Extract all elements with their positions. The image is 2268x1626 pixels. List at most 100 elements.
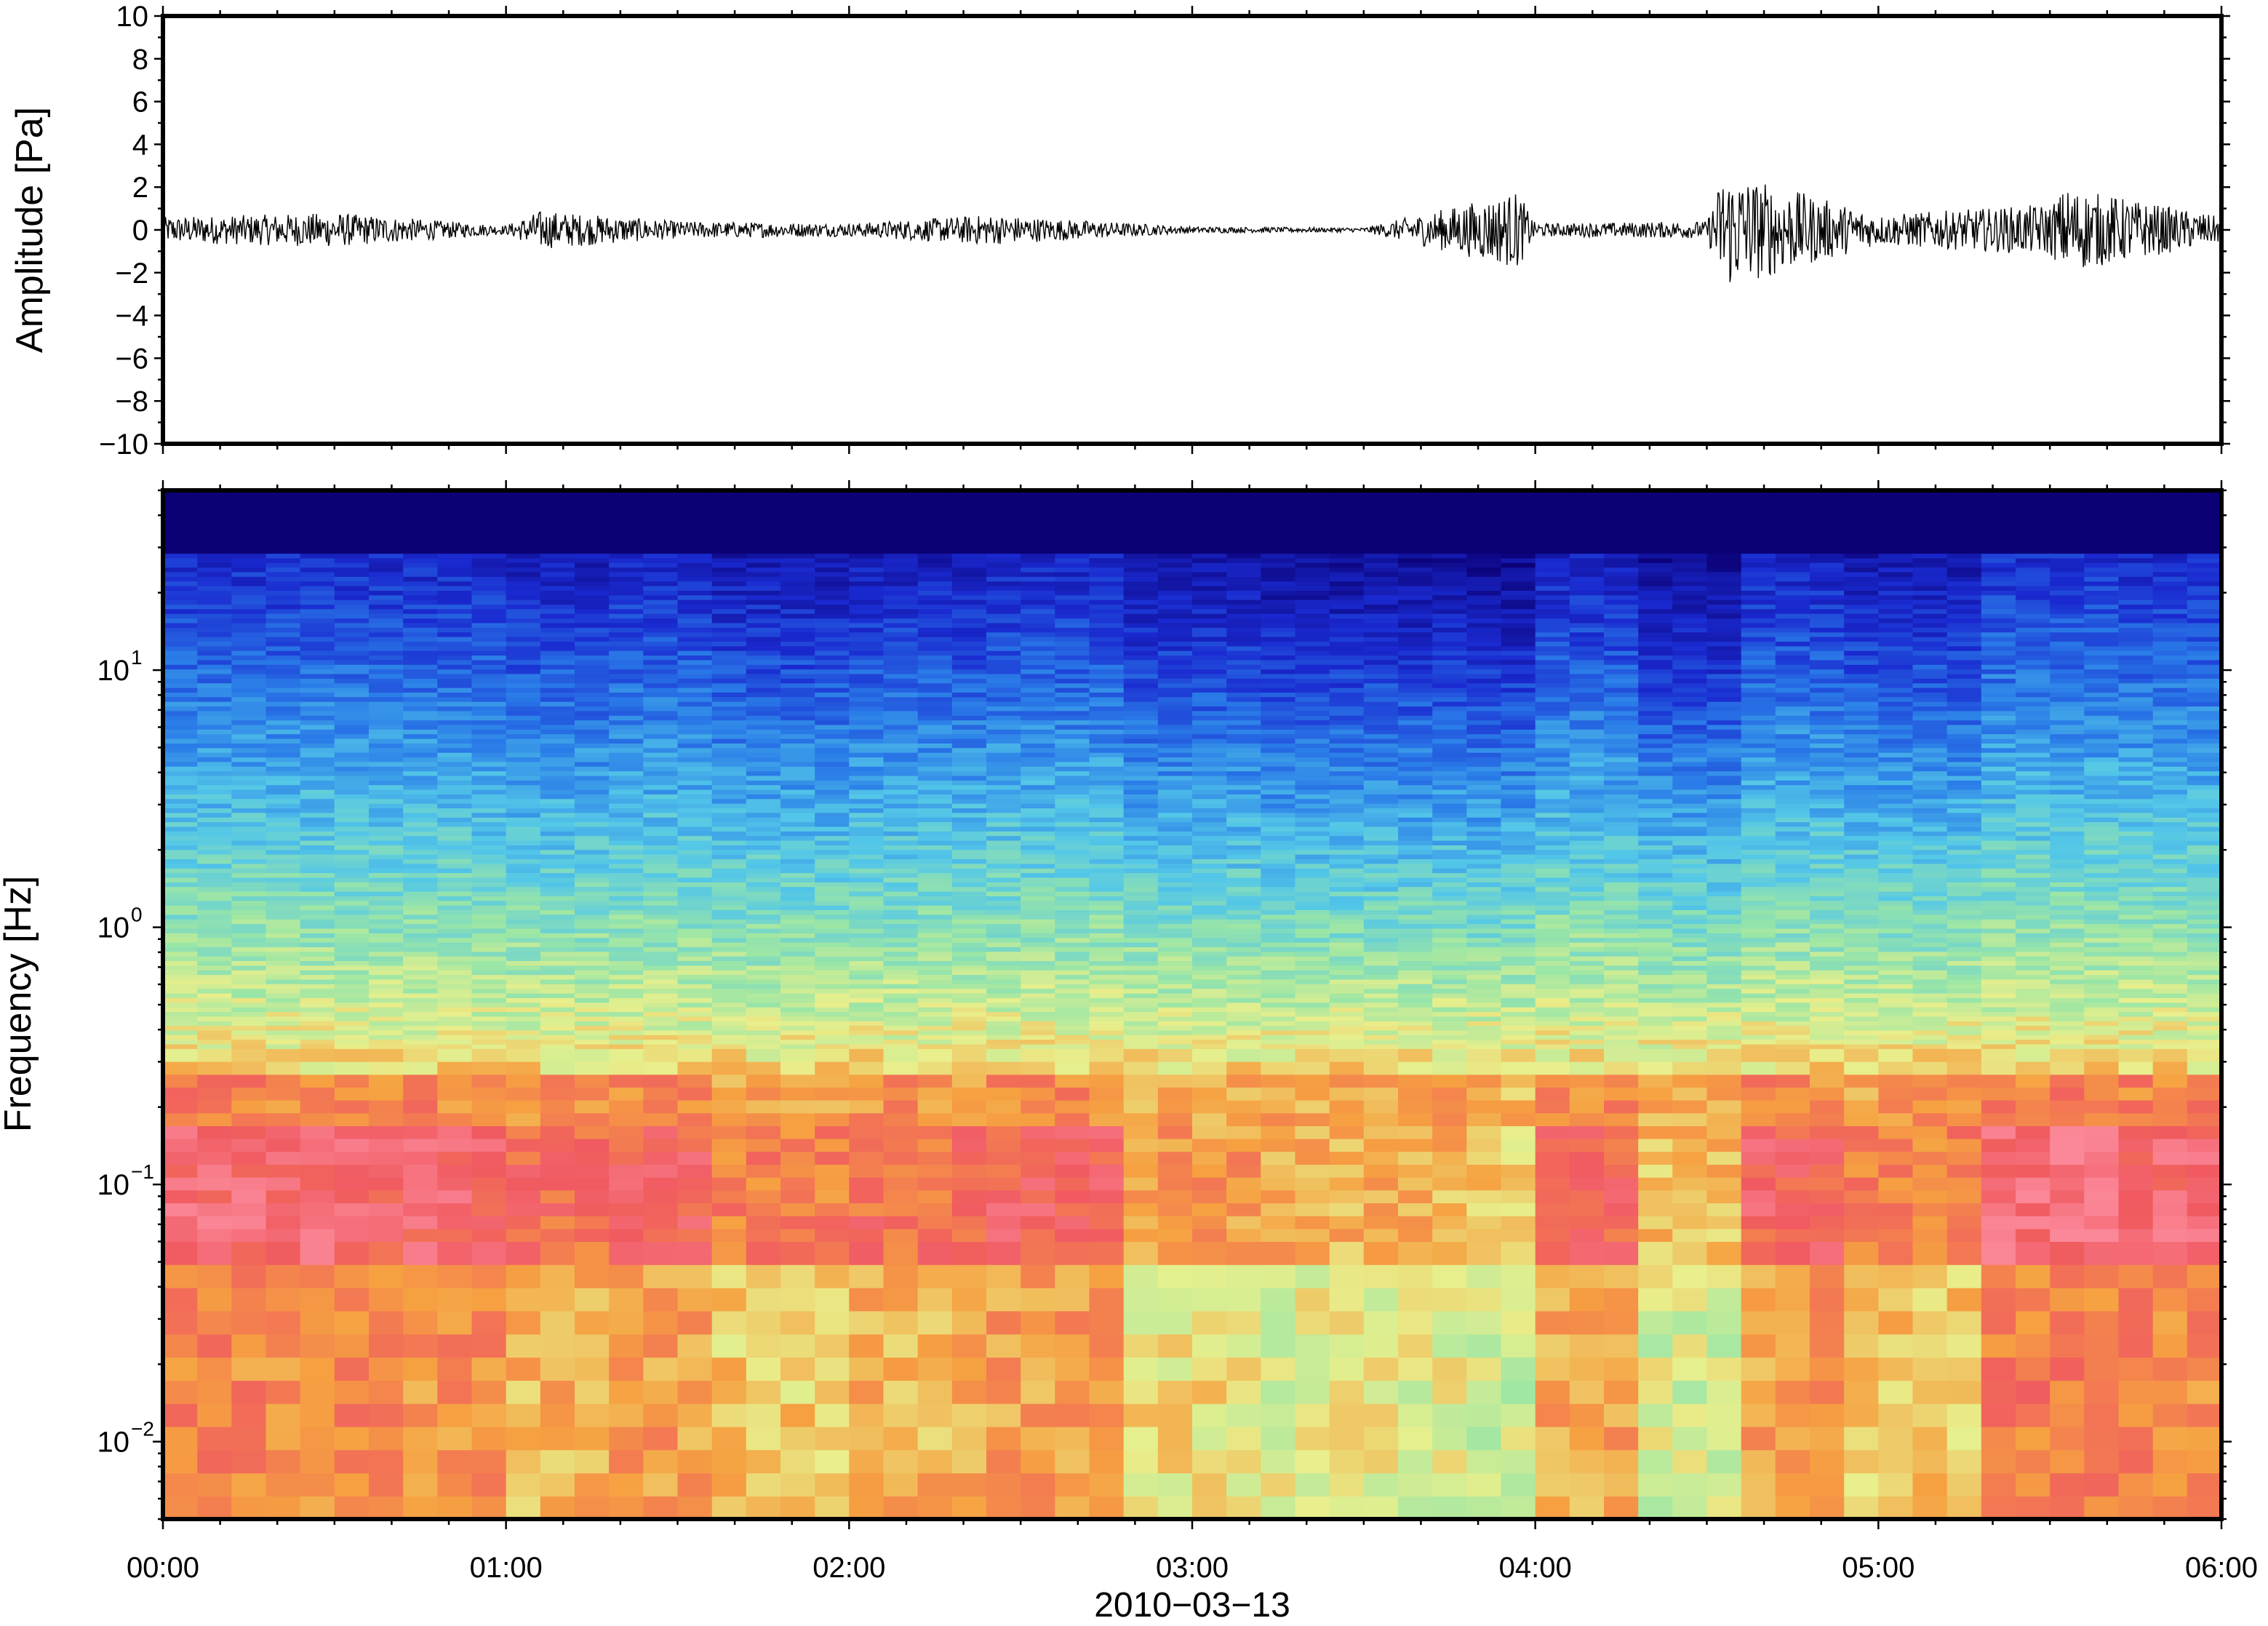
spectrogram-cell xyxy=(1157,775,1193,781)
spectrogram-cell xyxy=(1021,576,1056,582)
spectrogram-cell xyxy=(471,1357,507,1381)
spectrogram-cell xyxy=(300,831,335,837)
spectrogram-cell xyxy=(369,1215,404,1230)
spectrogram-cell xyxy=(951,715,987,721)
spectrogram-cell xyxy=(746,506,781,512)
spectrogram-cell xyxy=(575,1039,610,1045)
spectrogram-cell xyxy=(334,1029,370,1035)
spectrogram-cell xyxy=(265,1176,301,1191)
spectrogram-cell xyxy=(1261,1403,1296,1427)
spectrogram-cell xyxy=(300,863,335,869)
spectrogram-cell xyxy=(197,1002,233,1008)
spectrogram-cell xyxy=(1157,1151,1193,1165)
spectrogram-cell xyxy=(300,757,335,762)
spectrogram-cell xyxy=(986,974,1022,980)
spectrogram-cell xyxy=(986,914,1022,920)
spectrogram-cell xyxy=(265,969,301,976)
spectrogram-cell xyxy=(711,775,747,781)
spectrogram-cell xyxy=(609,988,644,994)
spectrogram-cell xyxy=(746,802,781,809)
spectrogram-cell xyxy=(1089,1164,1125,1178)
spectrogram-cell xyxy=(849,1002,885,1008)
spectrogram-cell xyxy=(403,1138,439,1152)
spectrogram-cell xyxy=(609,951,644,957)
spectrogram-cell xyxy=(1123,1189,1159,1203)
spectrogram-cell xyxy=(1192,664,1228,670)
spectrogram-cell xyxy=(334,506,370,512)
spectrogram-cell xyxy=(197,1334,233,1358)
spectrogram-cell xyxy=(986,1138,1022,1152)
spectrogram-cell xyxy=(1261,853,1296,859)
spectrogram-cell xyxy=(231,1228,267,1242)
spectrogram-cell xyxy=(986,747,1022,753)
spectrogram-cell xyxy=(1123,724,1159,730)
spectrogram-cell xyxy=(1089,802,1125,809)
spectrogram-cell xyxy=(437,1228,473,1242)
spectrogram-cell xyxy=(711,914,747,920)
spectrogram-cell xyxy=(197,784,233,790)
spectrogram-cell xyxy=(1089,590,1125,596)
spectrogram-cell xyxy=(506,914,541,920)
spectrogram-cell xyxy=(265,576,301,582)
spectrogram-cell xyxy=(917,988,953,994)
spectrogram-cell xyxy=(609,1025,644,1031)
spectrogram-cell xyxy=(1295,1029,1330,1035)
spectrogram-cell xyxy=(1021,562,1056,568)
spectrogram-cell xyxy=(1226,1176,1262,1191)
spectrogram-cell xyxy=(780,511,816,517)
spectrogram-cell xyxy=(849,1472,885,1497)
spectrogram-cell xyxy=(1295,1025,1330,1031)
spectrogram-cell xyxy=(1157,812,1193,818)
spectrogram-cell xyxy=(643,992,679,998)
spectrogram-cell xyxy=(197,928,233,933)
spectrogram-cell xyxy=(986,992,1022,998)
spectrogram-cell xyxy=(163,1215,199,1230)
spectrogram-cell xyxy=(849,553,885,559)
spectrogram-cell xyxy=(746,669,781,674)
spectrogram-cell xyxy=(471,631,507,637)
spectrogram-cell xyxy=(437,812,473,818)
spectrogram-cell xyxy=(815,951,850,957)
spectrogram-cell xyxy=(1021,1189,1056,1203)
spectrogram-cell xyxy=(265,1039,301,1045)
spectrogram-cell xyxy=(883,960,919,966)
spectrogram-cell xyxy=(883,720,919,725)
spectrogram-cell xyxy=(471,1043,507,1049)
spectrogram-cell xyxy=(300,882,335,888)
spectrogram-cell xyxy=(780,1035,816,1040)
spectrogram-cell xyxy=(1157,594,1193,600)
spectrogram-cell xyxy=(1089,988,1125,994)
spectrogram-cell xyxy=(1055,937,1090,943)
spectrogram-cell xyxy=(437,1043,473,1049)
spectrogram-cell xyxy=(1157,738,1193,744)
spectrogram-cell xyxy=(815,1287,850,1312)
spectrogram-cell xyxy=(197,1449,233,1474)
spectrogram-cell xyxy=(437,1380,473,1404)
spectrogram-cell xyxy=(471,1403,507,1427)
spectrogram-cell xyxy=(815,802,850,809)
spectrogram-cell xyxy=(471,729,507,735)
spectrogram-cell xyxy=(506,1380,541,1404)
spectrogram-cell xyxy=(883,511,919,517)
spectrogram-cell xyxy=(300,530,335,535)
spectrogram-cell xyxy=(1192,904,1228,910)
spectrogram-cell xyxy=(231,914,267,920)
spectrogram-cell xyxy=(1123,729,1159,735)
spectrogram-cell xyxy=(917,928,953,933)
spectrogram-cell xyxy=(780,696,816,702)
spectrogram-cell xyxy=(163,627,199,633)
spectrogram-cell xyxy=(951,1020,987,1027)
spectrogram-cell xyxy=(231,710,267,716)
spectrogram-cell xyxy=(437,752,473,758)
spectrogram-cell xyxy=(540,1228,575,1242)
spectrogram-cell xyxy=(643,960,679,966)
spectrogram-cell xyxy=(1123,840,1159,845)
spectrogram-cell xyxy=(369,1287,404,1312)
spectrogram-cell xyxy=(815,886,850,892)
spectrogram-cell xyxy=(1055,701,1090,707)
spectrogram-cell xyxy=(1261,918,1296,925)
spectrogram-cell xyxy=(677,1310,713,1335)
spectrogram-cell xyxy=(1192,794,1228,800)
spectrogram-cell xyxy=(711,1241,747,1265)
spectrogram-cell xyxy=(197,1472,233,1497)
